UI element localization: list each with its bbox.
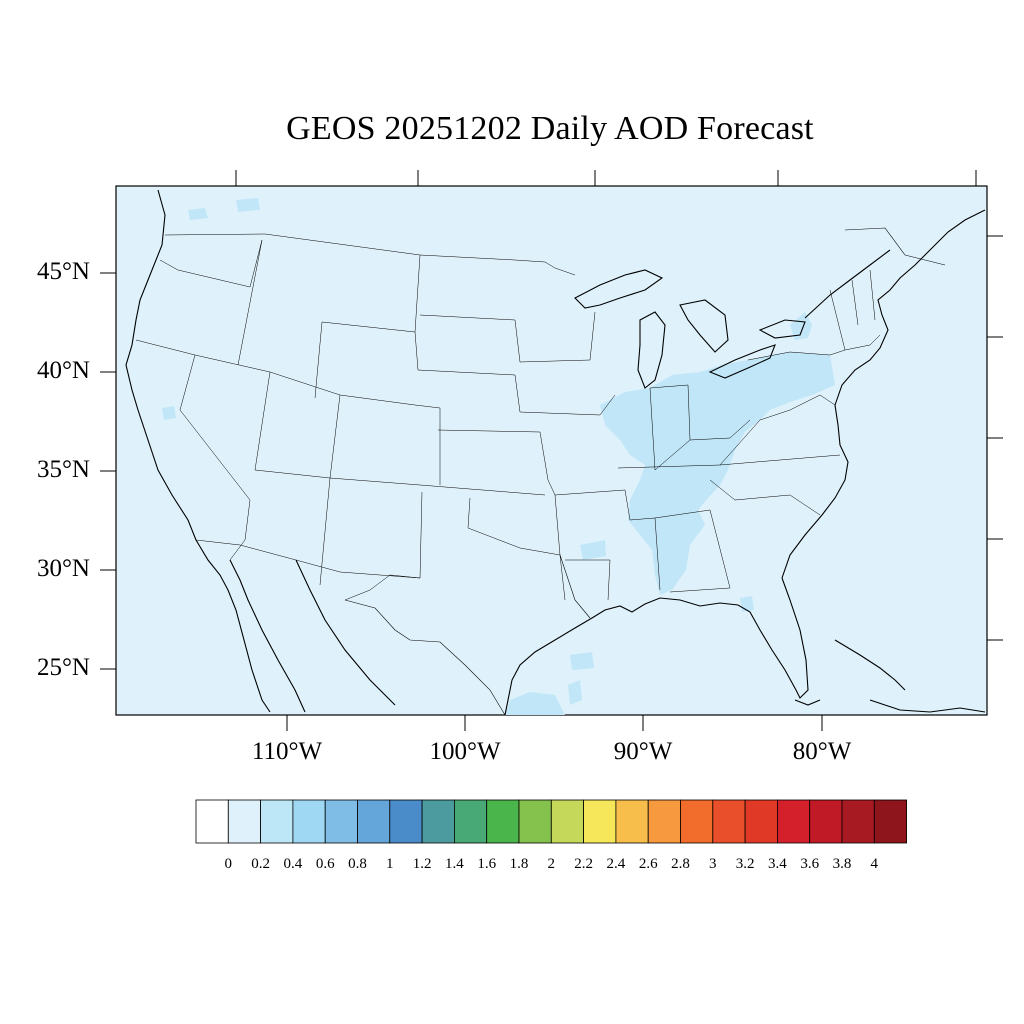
colorbar-swatch <box>260 799 294 844</box>
aod-region-texas-coast <box>570 652 594 670</box>
colorbar-tick-label: 2 <box>547 856 556 872</box>
colorbar-swatch <box>615 799 649 844</box>
aod-region-washington <box>188 208 208 220</box>
colorbar-swatch <box>453 799 488 844</box>
colorbar-tick-label: 1 <box>386 856 394 872</box>
colorbar-tick-label: 0.6 <box>315 856 335 872</box>
aod-region-louisiana <box>580 540 606 560</box>
st-lawrence <box>804 249 891 319</box>
colorbar-tick-label: 1.4 <box>445 856 464 872</box>
colorbar-swatch <box>777 799 811 844</box>
aod-enhanced-regions <box>162 198 835 715</box>
colorbar-tick-label: 0.4 <box>283 856 303 872</box>
aod-region-california <box>162 406 176 420</box>
colorbar-tick-label: 2.6 <box>638 856 658 872</box>
colorbar-tick-label: 1.2 <box>412 856 432 872</box>
colorbar-tick-label: 3.6 <box>800 856 820 872</box>
lon-label-100w: 100°W <box>429 738 501 765</box>
coastlines <box>125 189 986 716</box>
baja-gulf-coast <box>229 559 306 713</box>
colorbar-tick-label: 0.8 <box>348 856 367 872</box>
map-ticks <box>100 170 1003 731</box>
colorbar-tick-label: 0 <box>224 856 233 872</box>
aod-region-florida-panhandle <box>740 596 754 612</box>
colorbar-tick-label: 3.8 <box>832 856 852 872</box>
lon-label-110w: 110°W <box>251 738 323 765</box>
colorbar-swatch <box>324 799 358 844</box>
lat-label-35n: 35°N <box>36 456 90 483</box>
colorbar-swatch <box>518 799 552 844</box>
florida-keys <box>794 699 821 706</box>
mexico-west-coast <box>295 559 396 706</box>
colorbar-tick-label: 2.2 <box>574 856 593 872</box>
colorbar-swatch <box>583 799 617 844</box>
colorbar-swatch <box>680 799 714 844</box>
colorbar-tick-label: 2.8 <box>671 856 690 872</box>
colorbar-swatch <box>873 799 907 844</box>
colorbar-swatch <box>712 799 746 844</box>
gulf-coastline <box>504 577 809 716</box>
colorbar-tick-label: 3 <box>709 856 717 872</box>
colorbar-swatch <box>292 799 326 844</box>
colorbar-tick-label: 3.4 <box>768 856 787 872</box>
aod-region-ohio-valley <box>600 352 835 595</box>
atlantic-coastline <box>781 209 986 579</box>
colorbar-swatch <box>421 799 455 844</box>
colorbar-swatch <box>809 799 843 844</box>
colorbar-swatch <box>841 799 875 844</box>
lat-label-40n: 40°N <box>36 357 90 384</box>
bahamas-cuba <box>834 639 986 713</box>
pacific-coastline <box>125 189 271 713</box>
colorbar-swatch <box>486 799 520 844</box>
great-lake-michigan <box>637 311 666 389</box>
lat-label-25n: 25°N <box>36 654 90 681</box>
colorbar-tick-label: 3.2 <box>735 856 755 872</box>
lon-label-80w: 80°W <box>792 738 852 765</box>
map-background <box>115 185 988 716</box>
state-borders <box>135 233 881 601</box>
aod-region-montana <box>236 198 260 212</box>
aod-region-gulf-2 <box>568 680 582 705</box>
aod-region-northeast <box>790 312 812 340</box>
colorbar-swatch <box>389 799 423 844</box>
great-lake-huron <box>679 299 729 353</box>
colorbar-tick-label: 1.8 <box>509 856 529 872</box>
aod-region-gulf <box>505 692 565 715</box>
colorbar-swatch <box>744 799 778 844</box>
colorbar-tick-label: 2.4 <box>606 856 626 872</box>
great-lake-superior <box>574 269 664 309</box>
colorbar-swatch <box>357 799 391 844</box>
map-title: GEOS 20251202 Daily AOD Forecast <box>286 110 814 147</box>
great-lake-ontario <box>758 319 806 339</box>
lat-label-30n: 30°N <box>36 555 90 582</box>
great-lake-erie <box>708 344 776 379</box>
colorbar-tick-label: 0.2 <box>251 856 270 872</box>
colorbar-tick-label: 4 <box>870 856 879 872</box>
lon-label-90w: 90°W <box>613 738 673 765</box>
colorbar <box>195 799 907 844</box>
colorbar-tick-label: 1.6 <box>477 856 497 872</box>
lat-label-45n: 45°N <box>36 258 90 285</box>
colorbar-swatch <box>195 799 229 844</box>
colorbar-swatch <box>647 799 681 844</box>
international-borders <box>344 227 946 716</box>
colorbar-swatch <box>227 799 262 844</box>
colorbar-swatch <box>550 799 584 844</box>
